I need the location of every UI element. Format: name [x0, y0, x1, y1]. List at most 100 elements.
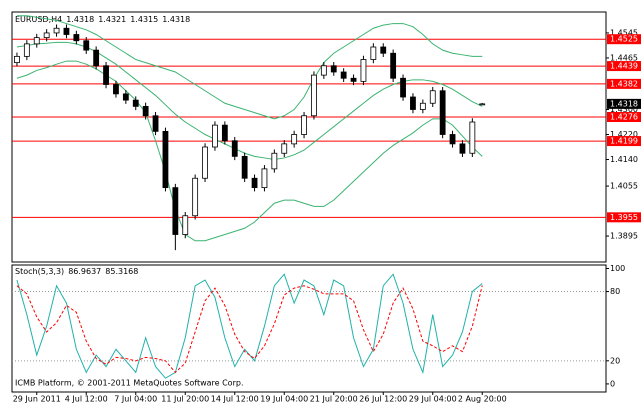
- x-tick-label: 29 Jul 04:00: [409, 395, 457, 404]
- x-tick-label: 2 Aug 20:00: [458, 395, 507, 404]
- candle-body: [132, 99, 139, 107]
- y-tick-label: 0: [610, 379, 615, 388]
- y-tick-label: 1.4465: [610, 53, 638, 62]
- x-tick-label: 14 Jul 12:00: [211, 395, 259, 404]
- current-price-bg: [607, 98, 641, 109]
- y-tick-label: 80: [610, 287, 620, 296]
- candle-body: [429, 90, 436, 104]
- candle-body: [419, 102, 426, 110]
- candle-body: [73, 34, 80, 42]
- symbol: EURUSD,H4: [15, 15, 62, 24]
- stoch-panel: [11, 264, 607, 393]
- candle-body: [43, 32, 50, 39]
- candle-body: [469, 121, 476, 154]
- x-tick-label: 21 Jul 20:00: [310, 395, 358, 404]
- candle-body: [291, 134, 298, 145]
- candle-body: [23, 43, 30, 57]
- x-tick-label: 26 Jul 12:00: [359, 395, 407, 404]
- level-label: 1.4439: [610, 62, 638, 71]
- candle-body: [459, 143, 466, 154]
- candle-body: [439, 90, 446, 135]
- low-value: 1.4315: [130, 15, 158, 24]
- candle-body: [162, 130, 169, 189]
- candle-body: [212, 124, 218, 148]
- y-tick-label: 100: [610, 264, 625, 273]
- candle-body: [113, 84, 119, 95]
- level-label: 1.4276: [610, 113, 638, 122]
- level-label: 1.4199: [610, 137, 638, 146]
- price-panel: [11, 11, 607, 263]
- candle-body: [142, 105, 149, 117]
- stoch-title: Stoch(5,3,3): [15, 267, 64, 276]
- current-price-label: 1.4318: [610, 99, 638, 108]
- level-label: 1.4525: [610, 35, 638, 44]
- y-tick-label: 20: [610, 356, 620, 365]
- indicator-line: [16, 285, 483, 374]
- candle-body: [231, 140, 238, 157]
- candle-body: [202, 146, 208, 179]
- y-tick-label: 1.3895: [610, 232, 638, 241]
- level-label-bg: [607, 212, 641, 223]
- candle-body: [122, 93, 129, 101]
- level-label-bg: [607, 34, 641, 45]
- indicator-line: [16, 15, 483, 120]
- candle-body: [390, 52, 397, 79]
- y-tick-label: 1.4055: [610, 182, 638, 191]
- candle-body: [33, 37, 40, 45]
- candle-body: [301, 115, 307, 135]
- stoch-header: Stoch(5,3,3) 86.9637 85.3168: [15, 267, 138, 276]
- candle-body: [63, 27, 70, 35]
- candle-body: [449, 134, 456, 145]
- candle-body: [221, 124, 228, 142]
- level-label: 1.3955: [610, 213, 638, 222]
- candle-body: [53, 27, 60, 34]
- price-header: EURUSD,H4 1.4318 1.4321 1.4315 1.4318: [15, 15, 190, 24]
- candle-body: [192, 177, 199, 217]
- candle-body: [251, 177, 258, 189]
- candle-body: [330, 65, 337, 73]
- level-label-bg: [607, 136, 641, 147]
- candle-body: [281, 143, 288, 154]
- level-label: 1.4382: [610, 79, 638, 88]
- stoch-main-value: 86.9637: [68, 267, 101, 276]
- candle-body: [241, 155, 248, 179]
- x-tick-label: 11 Jul 20:00: [161, 395, 209, 404]
- candle-body: [261, 168, 268, 189]
- candle-body: [172, 187, 179, 235]
- candle-body: [350, 77, 357, 82]
- indicator-line: [16, 60, 483, 242]
- y-tick-label: 1.4140: [610, 155, 638, 164]
- x-tick-label: 7 Jul 04:00: [114, 395, 157, 404]
- candle-body: [103, 65, 109, 85]
- stoch-signal-value: 85.3168: [105, 267, 138, 276]
- candle-body: [311, 74, 317, 117]
- x-tick-label: 4 Jul 12:00: [65, 395, 108, 404]
- level-label-bg: [607, 112, 641, 122]
- high-value: 1.4321: [98, 15, 126, 24]
- candle-body: [14, 55, 20, 64]
- candle-body: [271, 152, 278, 170]
- candle-body: [83, 40, 90, 51]
- y-tick-label: 1.4220: [610, 130, 638, 139]
- copyright: ICMB Platform, © 2001-2011 MetaQuotes So…: [15, 379, 244, 388]
- candle-body: [380, 46, 387, 54]
- candle-body: [152, 115, 159, 132]
- candle-body: [370, 46, 377, 60]
- y-tick-label: 1.4545: [610, 28, 638, 37]
- open-value: 1.4318: [66, 15, 94, 24]
- candle-body: [340, 71, 347, 79]
- close-value: 1.4318: [162, 15, 190, 24]
- candle-body: [400, 77, 406, 98]
- candle-body: [93, 49, 100, 67]
- candle-body: [410, 96, 416, 110]
- candle-body: [360, 59, 367, 82]
- candle-body: [182, 215, 189, 235]
- y-tick-label: 1.4300: [610, 105, 638, 114]
- level-label-bg: [607, 61, 641, 72]
- x-tick-label: 19 Jul 04:00: [260, 395, 308, 404]
- candle-body: [320, 65, 327, 76]
- candle-body: [479, 103, 486, 106]
- x-tick-label: 29 Jun 2011: [13, 395, 61, 404]
- level-label-bg: [607, 78, 641, 89]
